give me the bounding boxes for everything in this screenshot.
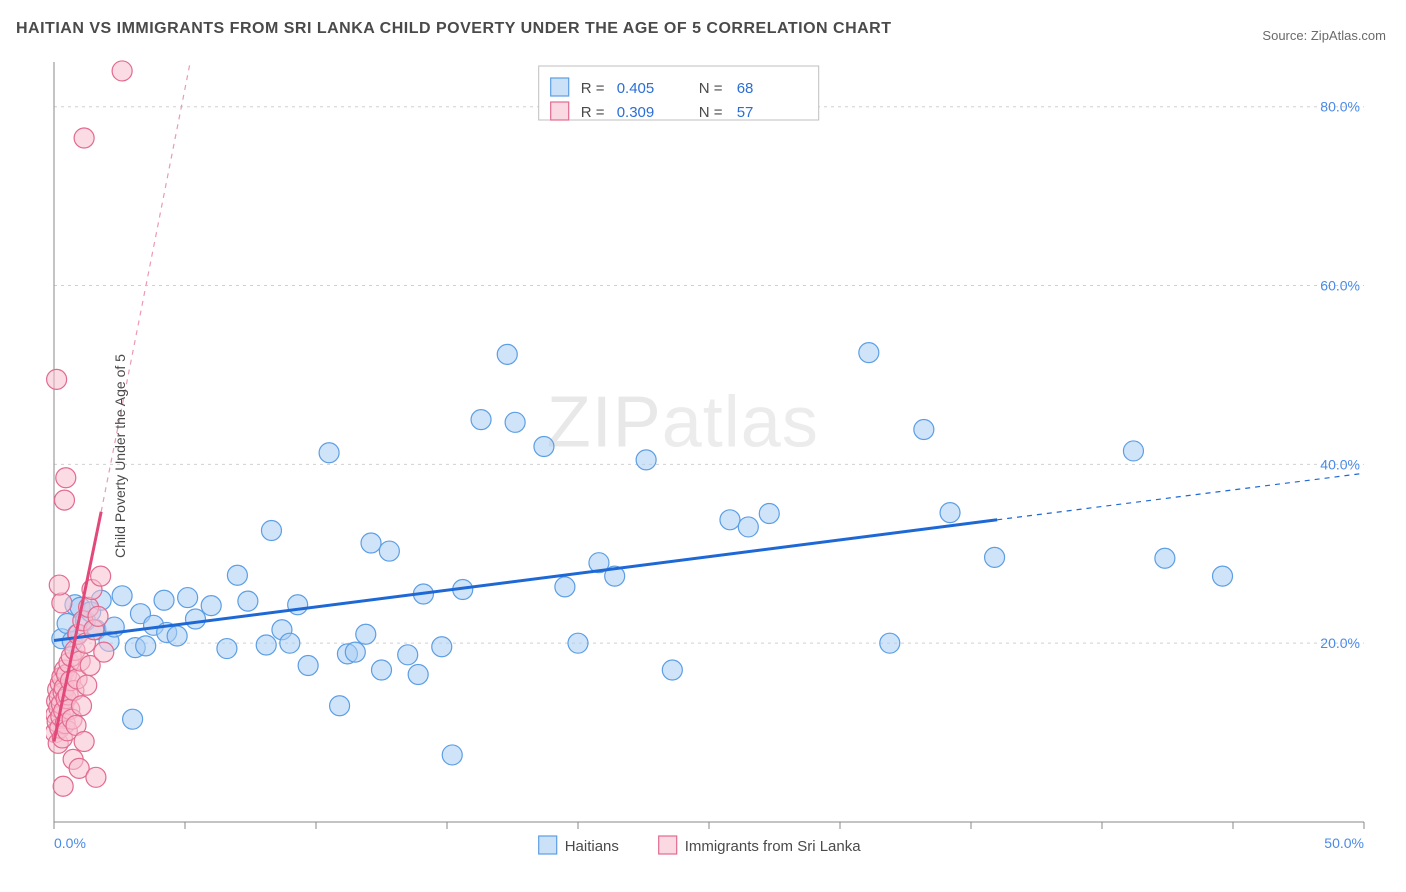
chart-container: Child Poverty Under the Age of 5 ZIPatla…: [46, 56, 1386, 856]
data-point: [112, 61, 132, 81]
data-point: [319, 443, 339, 463]
data-point: [398, 645, 418, 665]
legend-swatch: [539, 836, 557, 854]
data-point: [47, 369, 67, 389]
data-point: [154, 590, 174, 610]
legend-swatch: [551, 78, 569, 96]
legend-r-value: 0.405: [617, 80, 655, 97]
data-point: [74, 128, 94, 148]
data-point: [408, 664, 428, 684]
regression-extension: [997, 473, 1364, 519]
legend-r-label: R =: [581, 104, 605, 121]
legend-n-label: N =: [699, 80, 723, 97]
data-point: [1155, 548, 1175, 568]
data-point: [91, 566, 111, 586]
scatter-chart: ZIPatlas 0.0% 50.0% 20.0% 40.0% 60.0% 80.0% R =…: [46, 56, 1386, 856]
data-point: [361, 533, 381, 553]
data-point: [88, 606, 108, 626]
y-tick-label: 20.0%: [1320, 635, 1360, 651]
legend-swatch: [659, 836, 677, 854]
data-point: [280, 633, 300, 653]
data-point: [261, 521, 281, 541]
data-point: [227, 565, 247, 585]
data-point: [54, 490, 74, 510]
data-point: [74, 732, 94, 752]
data-point: [985, 547, 1005, 567]
data-point: [112, 586, 132, 606]
data-point: [720, 510, 740, 530]
legend-n-label: N =: [699, 104, 723, 121]
y-axis-label: Child Poverty Under the Age of 5: [112, 354, 128, 558]
data-point: [379, 541, 399, 561]
data-point: [298, 656, 318, 676]
data-point: [636, 450, 656, 470]
legend-r-value: 0.309: [617, 104, 655, 121]
data-point: [345, 642, 365, 662]
data-point: [505, 412, 525, 432]
data-point: [256, 635, 276, 655]
data-point: [1123, 441, 1143, 461]
data-point: [442, 745, 462, 765]
data-point: [77, 675, 97, 695]
regression-line: [54, 520, 997, 641]
data-point: [534, 436, 554, 456]
data-point: [123, 709, 143, 729]
data-point: [880, 633, 900, 653]
data-point: [568, 633, 588, 653]
legend-n-value: 57: [737, 104, 754, 121]
y-tick-label: 60.0%: [1320, 278, 1360, 294]
legend-swatch: [551, 102, 569, 120]
data-point: [471, 410, 491, 430]
legend-series-label: Haitians: [565, 838, 619, 855]
data-point: [738, 517, 758, 537]
data-point: [859, 343, 879, 363]
legend-series-label: Immigrants from Sri Lanka: [685, 838, 862, 855]
x-tick-label: 0.0%: [54, 835, 86, 851]
data-point: [86, 767, 106, 787]
data-point: [185, 609, 205, 629]
data-point: [238, 591, 258, 611]
data-point: [330, 696, 350, 716]
data-point: [52, 593, 72, 613]
chart-title: HAITIAN VS IMMIGRANTS FROM SRI LANKA CHI…: [16, 20, 892, 38]
data-point: [497, 344, 517, 364]
data-point: [432, 637, 452, 657]
data-point: [555, 577, 575, 597]
data-point: [72, 696, 92, 716]
data-point: [94, 642, 114, 662]
data-point: [372, 660, 392, 680]
watermark: ZIPatlas: [547, 382, 819, 462]
data-point: [217, 639, 237, 659]
data-point: [49, 575, 69, 595]
source-value: ZipAtlas.com: [1311, 28, 1386, 43]
data-point: [53, 776, 73, 796]
y-tick-label: 40.0%: [1320, 456, 1360, 472]
data-point: [914, 419, 934, 439]
source-attribution: Source: ZipAtlas.com: [1262, 28, 1386, 43]
data-point: [136, 636, 156, 656]
data-point: [201, 596, 221, 616]
data-point: [662, 660, 682, 680]
source-label: Source:: [1262, 28, 1307, 43]
data-point: [56, 468, 76, 488]
data-point: [167, 626, 187, 646]
data-point: [356, 624, 376, 644]
y-tick-label: 80.0%: [1320, 99, 1360, 115]
legend-r-label: R =: [581, 80, 605, 97]
data-point: [940, 503, 960, 523]
legend-n-value: 68: [737, 80, 754, 97]
data-point: [1213, 566, 1233, 586]
data-point: [288, 595, 308, 615]
data-point: [759, 504, 779, 524]
data-point: [178, 588, 198, 608]
x-tick-label: 50.0%: [1324, 835, 1364, 851]
